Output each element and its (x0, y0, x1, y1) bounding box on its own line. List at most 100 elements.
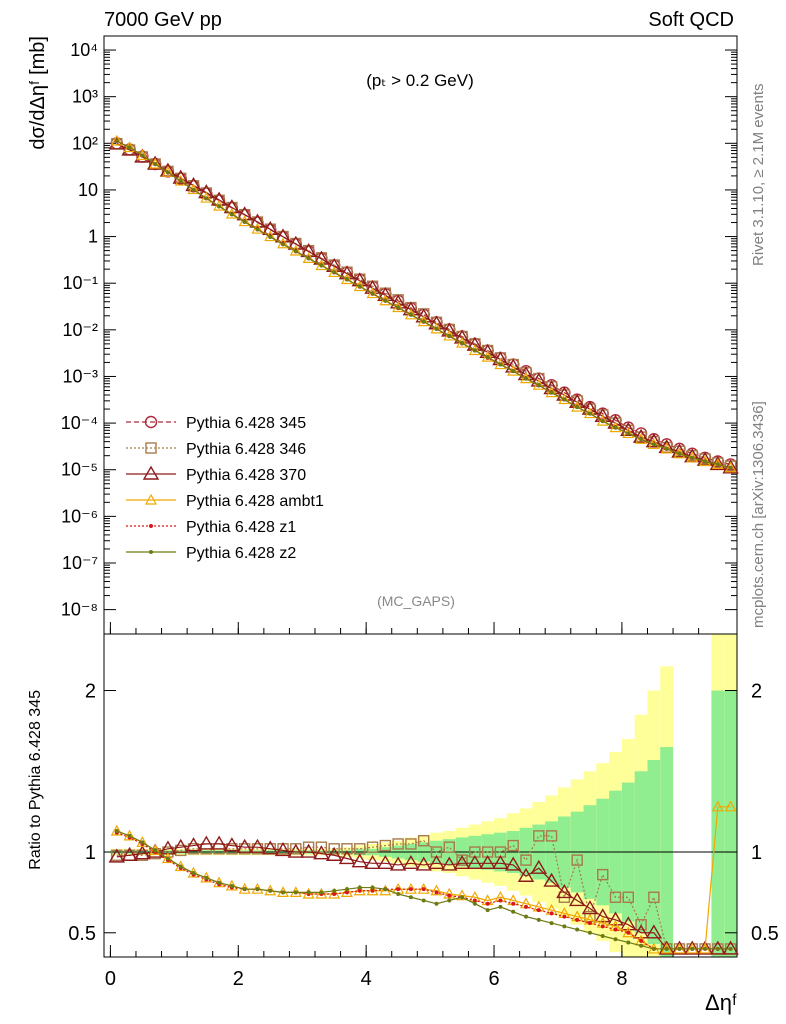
data-point (268, 234, 273, 239)
ratio-data-point (229, 883, 234, 888)
ratio-data-point (536, 908, 541, 913)
data-point (690, 455, 695, 460)
ratio-data-point (658, 940, 675, 955)
beam-label: 7000 GeV pp (104, 9, 222, 31)
data-point (609, 421, 622, 433)
data-point (229, 212, 234, 217)
ratio-data-point (632, 924, 650, 939)
ratio-data-point (140, 840, 145, 845)
y-tick-label: 10⁻⁵ (61, 460, 98, 480)
ratio-data-point (281, 890, 286, 895)
data-point (315, 259, 328, 271)
ratio-data-point (161, 852, 174, 864)
ratio-data-point (724, 800, 737, 812)
ratio-data-point (108, 848, 126, 863)
ratio-data-point (507, 839, 519, 852)
data-point (468, 344, 481, 356)
ratio-data-point (607, 911, 624, 926)
ratio-data-point (175, 844, 187, 857)
ratio-data-point (479, 854, 496, 870)
ratio-data-point (472, 901, 477, 906)
ratio-data-point (370, 885, 375, 890)
ratio-data-point (428, 854, 445, 870)
ratio-data-point (498, 904, 503, 909)
ratio-data-point (210, 835, 228, 850)
ratio-data-point (315, 841, 328, 853)
ratio-data-point (504, 856, 522, 871)
data-point (123, 141, 136, 153)
legend-marker (142, 465, 160, 480)
data-point (319, 263, 324, 268)
data-point (302, 252, 315, 264)
plot-frames (103, 35, 738, 958)
legend-marker (149, 524, 153, 528)
ratio-data-point (383, 887, 388, 892)
ratio-data-point (626, 940, 631, 945)
ratio-data-point (340, 886, 353, 898)
data-point (225, 207, 238, 219)
legend-label: Pythia 6.428 z2 (186, 545, 296, 562)
ratio-data-point (549, 921, 554, 926)
data-point (434, 326, 439, 331)
ratio-data-point (357, 885, 362, 890)
ratio-data-point (174, 860, 187, 872)
ratio-data-point (110, 824, 123, 836)
data-point (728, 465, 733, 470)
ratio-data-point (517, 867, 535, 882)
ratio-data-point (325, 846, 343, 861)
ratio-data-point (453, 854, 471, 870)
y-tick-label: 10² (72, 133, 98, 153)
ratio-data-point (417, 882, 430, 894)
ratio-data-point (370, 888, 375, 893)
legend-label: Pythia 6.428 370 (186, 467, 306, 484)
ratio-data-point (187, 843, 200, 855)
ratio-data-point (622, 891, 635, 903)
y-tick-label: 10⁻² (62, 320, 98, 340)
ratio-data-point (402, 854, 420, 870)
legend: Pythia 6.428 345 Pythia 6.428 346 Pythia 6… (126, 415, 324, 562)
cut-annotation: (pₜ > 0.2 GeV) (366, 71, 474, 90)
legend-label: Pythia 6.428 z1 (186, 519, 296, 536)
ratio-data-point (562, 914, 567, 919)
data-point (626, 431, 631, 436)
data-point (545, 386, 558, 398)
ratio-data-point (511, 901, 516, 906)
axis-ticks: 10⁴10³10²10110⁻¹10⁻²10⁻³10⁻⁴10⁻⁵10⁻⁶10⁻⁷… (61, 40, 779, 990)
ratio-data-point (684, 940, 701, 955)
process-label: Soft QCD (648, 9, 734, 31)
ratio-data-point (306, 890, 311, 895)
ratio-data-point (536, 917, 541, 922)
ratio-series (108, 800, 739, 955)
ratio-data-point (600, 924, 605, 929)
data-point (536, 383, 541, 388)
ratio-data-point (262, 840, 279, 855)
ratio-data-point (443, 887, 456, 899)
ratio-data-point (153, 848, 158, 853)
ratio-data-point (671, 940, 688, 955)
ratio-data-point (696, 940, 714, 955)
data-point (587, 411, 592, 416)
ratio-y-tick-label: 2 (85, 681, 96, 703)
y-tick-label: 10⁻⁷ (62, 553, 98, 573)
data-point (703, 459, 708, 464)
data-point (110, 134, 123, 146)
ratio-data-point (405, 838, 417, 850)
ratio-data-point (639, 943, 644, 948)
ratio-data-point (313, 845, 330, 860)
ratio-data-point (543, 872, 560, 887)
data-point (494, 358, 507, 370)
ratio-data-point (408, 887, 413, 892)
ratio-data-point (165, 856, 170, 861)
data-point (357, 284, 362, 289)
data-point (651, 442, 656, 447)
data-point (430, 322, 443, 334)
ratio-data-point (421, 887, 426, 892)
x-tick-label: 4 (361, 968, 372, 990)
ratio-data-point (351, 853, 368, 868)
ratio-data-point (434, 901, 439, 906)
ratio-y-tick-label: 0.5 (68, 923, 96, 945)
data-point (715, 462, 720, 467)
ratio-data-point (328, 843, 340, 855)
ratio-data-point (338, 850, 356, 865)
data-point (575, 405, 580, 410)
